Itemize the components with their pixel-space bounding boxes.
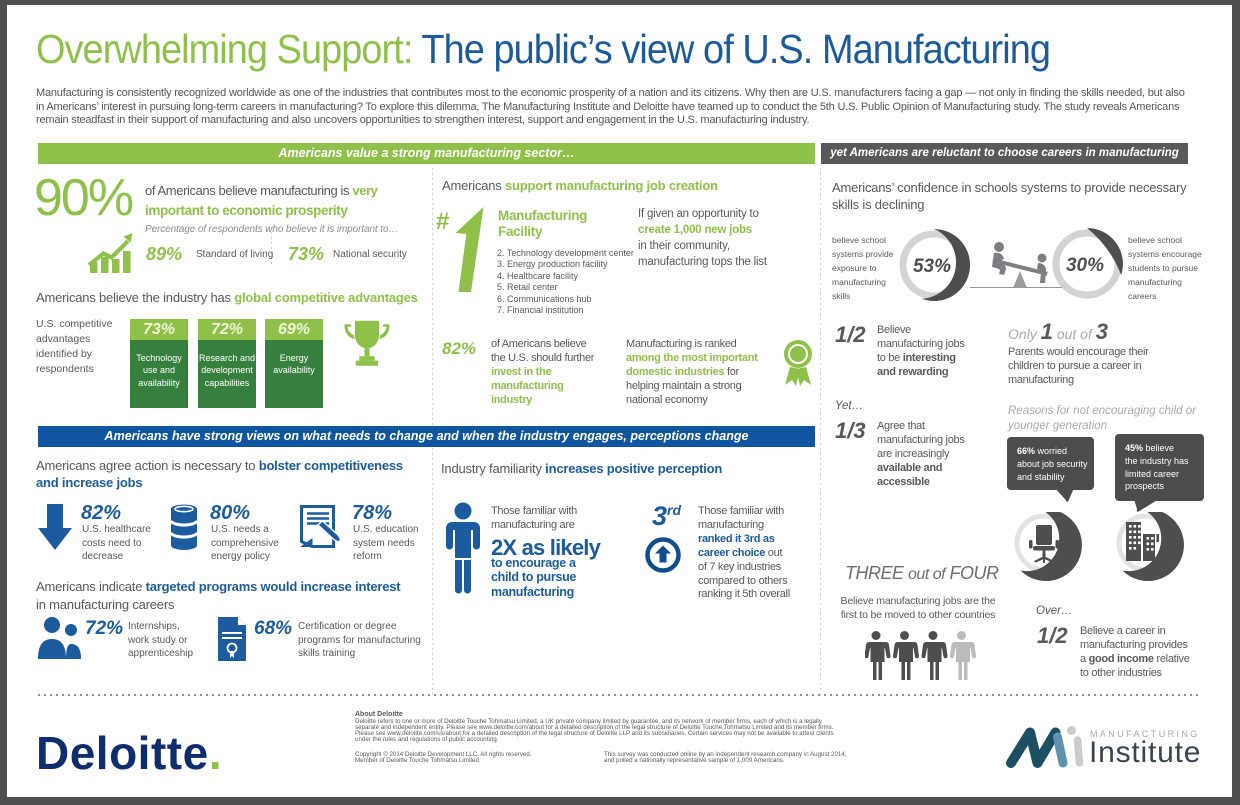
svg-text:53%: 53% xyxy=(913,256,951,277)
svg-text:30%: 30% xyxy=(1066,255,1104,276)
